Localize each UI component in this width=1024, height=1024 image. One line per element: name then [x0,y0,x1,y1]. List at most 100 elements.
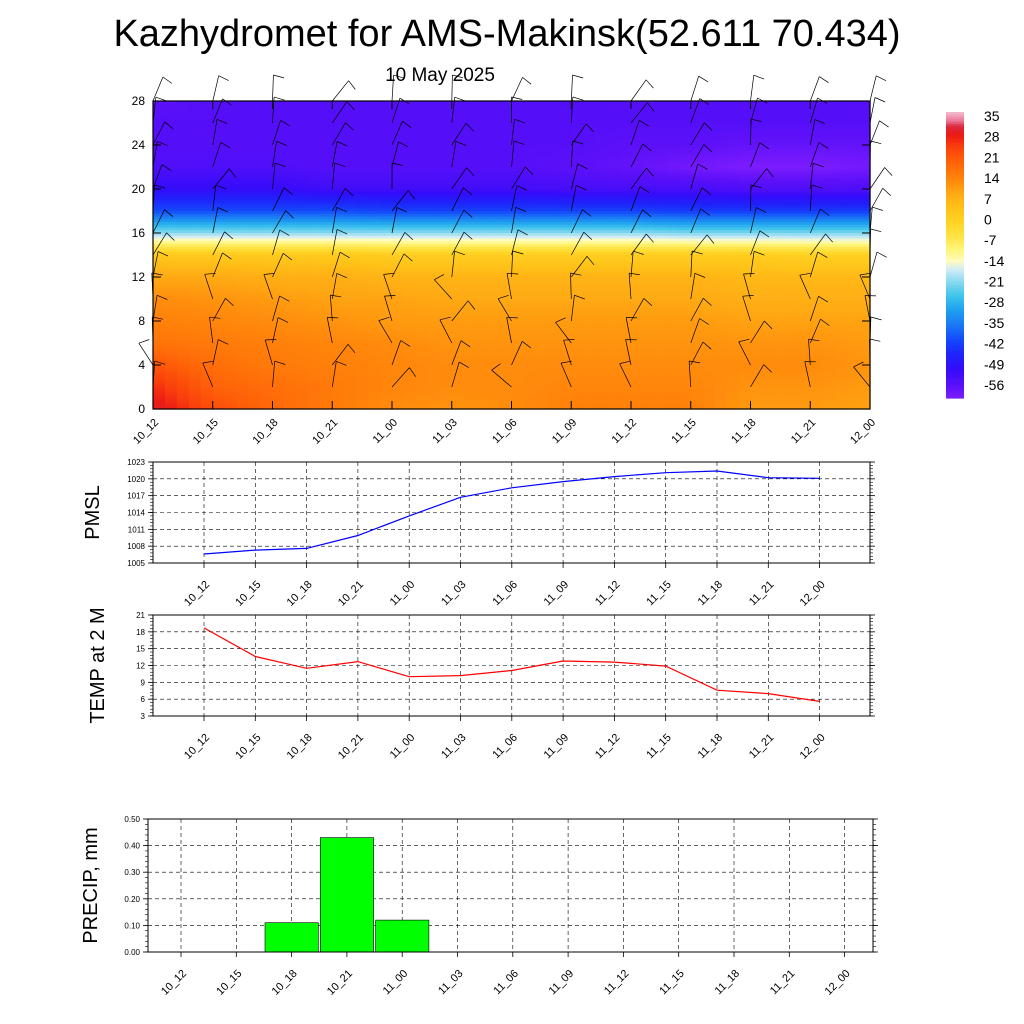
temperature-cell [212,318,226,322]
temperature-cell [654,211,668,215]
temperature-cell [403,158,417,163]
temperature-cell [403,266,417,270]
temperature-cell [511,158,525,163]
temperature-cell [523,194,536,198]
temperature-cell [403,180,417,185]
temperature-cell [499,191,513,196]
temperature-cell [272,233,286,237]
temperature-cell [320,376,333,380]
temperature-cell [248,392,262,396]
temperature-cell [642,354,656,358]
temperature-cell [559,109,572,113]
temperature-cell [642,150,656,154]
temperature-cell [619,222,632,226]
temperature-cell [475,400,489,405]
temperature-cell [212,197,226,201]
temperature-cell [332,282,345,286]
temperature-cell [499,169,513,174]
temperature-cell [332,340,345,344]
temperature-cell [451,175,465,179]
temperature-cell [583,117,596,121]
temperature-cell [535,186,548,190]
temperature-cell [583,183,596,187]
temperature-cell [212,189,226,193]
temperature-cell [678,128,692,132]
temperature-cell [320,359,333,363]
temperature-cell [415,197,429,201]
temperature-cell [200,238,214,242]
temperature-cell [463,266,477,270]
temperature-cell [153,249,166,253]
temperature-cell [308,142,321,146]
temperature-cell [236,200,250,204]
temperature-cell [487,145,501,149]
temperature-cell [666,282,680,286]
temperature-cell [487,392,501,396]
temperature-cell [356,114,369,119]
temperature-cell [224,103,238,108]
temperature-cell [583,205,596,209]
temperature-cell [666,370,680,374]
temperature-cell [559,274,572,278]
temperature-cell [224,326,238,330]
temperature-cell [296,197,309,201]
temperature-cell [260,186,274,190]
temperature-cell [511,200,525,204]
temperature-cell [380,246,393,251]
temperature-cell [344,332,357,336]
temperature-cell [583,310,596,314]
temperature-cell [260,392,274,396]
temperature-cell [236,175,250,179]
temperature-cell [678,112,692,116]
temperature-cell [260,142,274,146]
temperature-cell [511,293,525,297]
temperature-cell [176,392,190,396]
temperature-cell [475,321,489,325]
temperature-cell [236,384,250,388]
temperature-cell [392,200,405,204]
temperature-cell [164,175,178,179]
temperature-cell [320,238,333,242]
temperature-cell [523,114,536,119]
temperature-cell [200,106,214,110]
temperature-cell [439,367,453,372]
temperature-cell [535,378,548,383]
temperature-cell [583,233,596,237]
temperature-cell [380,183,393,187]
temperature-cell [439,125,453,130]
temperature-cell [511,222,525,226]
temperature-cell [475,114,489,119]
temperature-cell [678,194,692,198]
temperature-cell [176,202,190,207]
temperature-cell [631,257,644,262]
temperature-cell [439,255,453,259]
temperature-cell [260,398,274,402]
temperature-cell [511,334,525,339]
temperature-cell [666,304,680,308]
temperature-cell [583,180,596,185]
temperature-cell [559,321,572,325]
temperature-cell [368,312,381,317]
temperature-cell [392,249,405,253]
temperature-cell [272,222,286,226]
temperature-cell [654,233,668,237]
temperature-cell [559,332,572,336]
temperature-cell [451,139,465,143]
temperature-cell [403,197,417,201]
temperature-cell [654,123,668,127]
temperature-cell [308,257,321,262]
temperature-cell [439,136,453,141]
temperature-cell [678,147,692,152]
temperature-cell [368,112,381,116]
temperature-cell [511,389,525,394]
temperature-cell [153,277,166,281]
temperature-cell [463,315,477,319]
temperature-cell [272,266,286,270]
temperature-cell [463,183,477,187]
temperature-cell [535,238,548,242]
temperature-cell [272,153,286,157]
temperature-cell [619,277,632,281]
temperature-cell [176,114,190,119]
temperature-cell [654,103,668,108]
temperature-cell [666,125,680,130]
